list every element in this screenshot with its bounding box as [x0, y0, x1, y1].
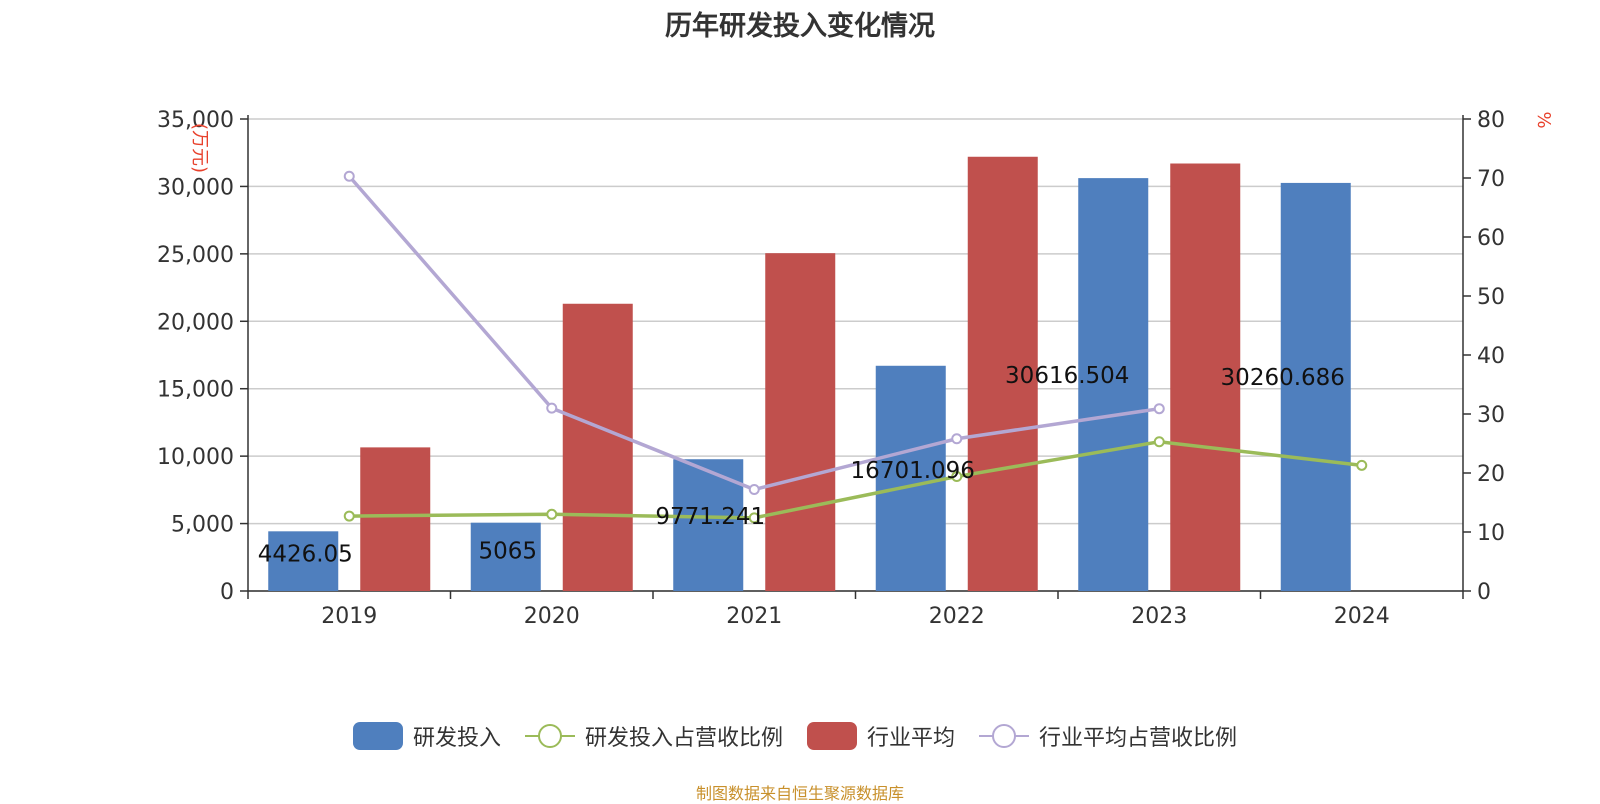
point-industry-ratio [1153, 403, 1165, 415]
point-rd-ratio [1153, 436, 1165, 448]
data-source-note: 制图数据来自恒生聚源数据库 [695, 784, 904, 803]
point-industry-ratio [748, 484, 760, 496]
left-axis-tick-label: 35,000 [157, 108, 234, 133]
legend-label-industry-ratio: 行业平均占营收比例 [1039, 726, 1238, 751]
left-axis-tick-label: 20,000 [157, 310, 234, 335]
legend-item-rd-investment[interactable]: 研发投入 [352, 720, 501, 752]
data-label-rd-investment: 16701.096 [851, 458, 975, 484]
line-rd-ratio [349, 439, 1362, 520]
data-label-rd-investment: 30616.504 [1005, 363, 1129, 389]
right-axis-tick-label: 80 [1477, 108, 1505, 133]
right-axis-tick-label: 0 [1477, 580, 1491, 605]
data-label-rd-investment: 5065 [478, 539, 537, 565]
legend-swatch-industry-ratio [979, 722, 1030, 750]
right-axis-unit-label: % [1533, 111, 1554, 128]
x-axis-category-label: 2024 [1334, 604, 1390, 629]
legend-swatch-rd-ratio [524, 722, 575, 750]
x-axis-category-label: 2019 [321, 604, 377, 629]
right-axis-tick-label: 30 [1477, 403, 1505, 428]
right-axis-tick-label: 40 [1477, 344, 1505, 369]
left-axis-unit-label: (万元) [189, 123, 210, 173]
x-axis-category-label: 2021 [726, 604, 782, 629]
point-rd-ratio [748, 512, 760, 524]
point-rd-ratio [951, 471, 963, 483]
bar-rd-investment [470, 522, 541, 591]
x-axis-category-label: 2022 [929, 604, 985, 629]
right-axis-tick-label: 10 [1477, 521, 1505, 546]
data-label-rd-investment: 9771.241 [655, 504, 765, 530]
legend-label-industry-average: 行业平均 [867, 726, 956, 751]
point-rd-ratio [1356, 459, 1368, 471]
left-axis-tick-label: 10,000 [157, 445, 234, 470]
left-axis-tick-label: 15,000 [157, 378, 234, 403]
data-label-rd-investment: 30260.686 [1221, 365, 1345, 391]
left-axis-tick-label: 25,000 [157, 243, 234, 268]
legend-label-rd-investment: 研发投入 [412, 726, 501, 751]
legend-swatch-industry-average [807, 722, 857, 750]
point-rd-ratio [546, 508, 558, 520]
point-industry-ratio [343, 170, 355, 182]
x-axis-category-label: 2023 [1131, 604, 1187, 629]
bar-rd-investment [268, 531, 339, 591]
left-axis-tick-label: 30,000 [157, 175, 234, 200]
left-axis-tick-label: 5,000 [171, 513, 234, 538]
data-label-rd-investment: 4426.05 [258, 541, 353, 567]
bar-rd-investment [1280, 182, 1351, 592]
bar-industry-average [360, 447, 431, 591]
right-axis-tick-label: 50 [1477, 285, 1505, 310]
chart-title: 历年研发投入变化情况 [665, 11, 935, 42]
right-axis-tick-label: 70 [1477, 167, 1505, 192]
bar-rd-investment [875, 365, 946, 591]
point-industry-ratio [546, 402, 558, 414]
right-axis-tick-label: 20 [1477, 462, 1505, 487]
bar-rd-investment [1078, 178, 1149, 592]
bar-industry-average [562, 303, 633, 591]
legend-item-industry-ratio[interactable]: 行业平均占营收比例 [979, 720, 1237, 752]
x-axis-category-label: 2020 [524, 604, 580, 629]
legend-item-industry-average[interactable]: 行业平均 [807, 720, 955, 752]
legend-label-rd-ratio: 研发投入占营收比例 [584, 726, 783, 751]
point-industry-ratio [951, 433, 963, 445]
right-axis-tick-label: 60 [1477, 226, 1505, 251]
legend: 研发投入 研发投入占营收比例 行业平均 行业平均占营收比例 [0, 720, 1600, 752]
bar-industry-average [765, 253, 836, 591]
bar-industry-average [967, 156, 1038, 591]
point-rd-ratio [343, 510, 355, 522]
bar-industry-average [1170, 163, 1241, 591]
legend-swatch-rd-investment [352, 722, 403, 750]
left-axis-tick-label: 0 [220, 580, 234, 605]
legend-item-rd-ratio[interactable]: 研发投入占营收比例 [524, 720, 783, 752]
